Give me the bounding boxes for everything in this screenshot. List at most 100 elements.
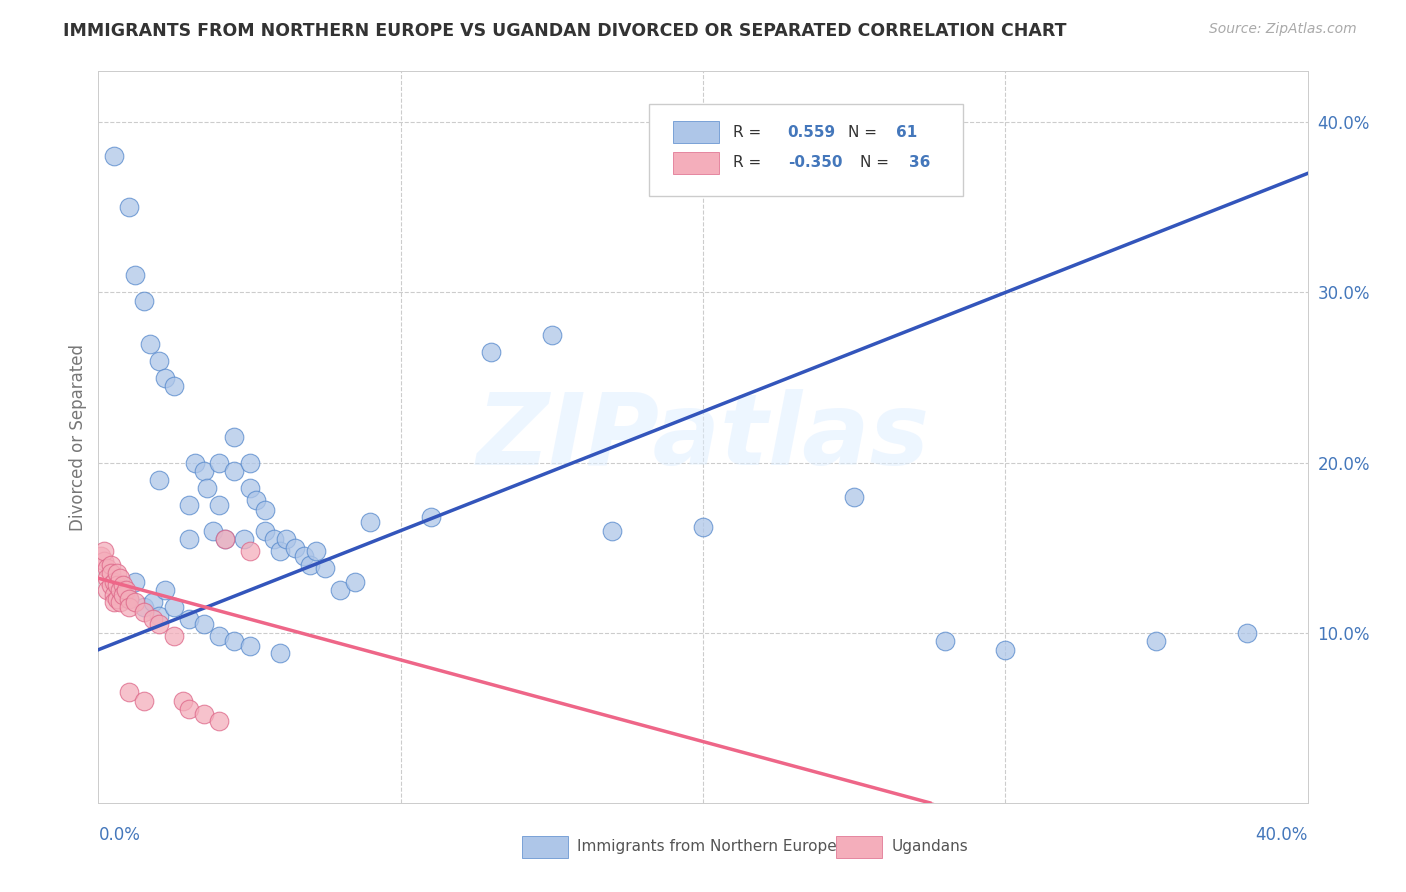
Point	[105, 591, 128, 606]
Point	[142, 595, 165, 609]
Point	[274, 532, 297, 546]
Text: 61: 61	[897, 125, 918, 139]
Point	[263, 532, 285, 546]
Point	[124, 595, 146, 609]
Point	[994, 642, 1017, 657]
Point	[602, 524, 624, 538]
Point	[118, 591, 141, 606]
Point	[153, 583, 176, 598]
Point	[214, 532, 236, 546]
Point	[239, 544, 262, 558]
Text: R =: R =	[734, 125, 766, 139]
Point	[93, 544, 115, 558]
Point	[108, 595, 131, 609]
Point	[142, 612, 165, 626]
Bar	[837, 836, 882, 858]
Point	[118, 591, 141, 606]
Point	[208, 714, 231, 728]
Point	[329, 583, 352, 598]
Point	[481, 345, 503, 359]
Point	[118, 201, 141, 215]
Point	[163, 629, 186, 643]
Point	[1236, 625, 1258, 640]
Point	[132, 605, 155, 619]
Point	[269, 646, 291, 660]
Point	[100, 578, 122, 592]
Point	[148, 353, 170, 368]
Point	[132, 293, 155, 308]
Point	[224, 464, 246, 478]
Point	[239, 640, 262, 654]
Point	[124, 268, 146, 283]
Text: 0.0%: 0.0%	[98, 826, 141, 844]
Text: Ugandans: Ugandans	[891, 839, 969, 855]
Point	[208, 629, 231, 643]
Point	[96, 583, 118, 598]
Point	[148, 608, 170, 623]
Point	[420, 510, 443, 524]
Point	[224, 430, 246, 444]
Point	[108, 583, 131, 598]
Point	[108, 571, 131, 585]
Point	[100, 566, 122, 581]
Point	[132, 694, 155, 708]
Point	[103, 149, 125, 163]
Point	[232, 532, 254, 546]
Point	[96, 571, 118, 585]
Point	[284, 541, 307, 555]
Point	[111, 588, 134, 602]
Point	[163, 379, 186, 393]
Point	[118, 600, 141, 615]
Point	[269, 544, 291, 558]
Point	[103, 588, 125, 602]
Text: R =: R =	[734, 155, 766, 170]
Text: Immigrants from Northern Europe: Immigrants from Northern Europe	[578, 839, 837, 855]
Point	[100, 558, 122, 572]
Point	[179, 612, 201, 626]
Point	[139, 336, 162, 351]
Point	[239, 456, 262, 470]
Point	[195, 481, 218, 495]
Point	[132, 600, 155, 615]
Point	[208, 498, 231, 512]
Point	[148, 617, 170, 632]
Text: N =: N =	[860, 155, 894, 170]
Text: ZIPatlas: ZIPatlas	[477, 389, 929, 485]
Point	[344, 574, 367, 589]
Text: 40.0%: 40.0%	[1256, 826, 1308, 844]
Bar	[673, 121, 718, 143]
Point	[299, 558, 322, 572]
Point	[124, 574, 146, 589]
Point	[305, 544, 328, 558]
Point	[239, 481, 262, 495]
Point	[103, 574, 125, 589]
Point	[172, 694, 194, 708]
Point	[202, 524, 225, 538]
Point	[148, 473, 170, 487]
Point	[96, 561, 118, 575]
Text: 36: 36	[908, 155, 929, 170]
Point	[114, 583, 136, 598]
Point	[105, 578, 128, 592]
Text: 0.559: 0.559	[787, 125, 835, 139]
Point	[253, 524, 276, 538]
Point	[103, 595, 125, 609]
Bar	[522, 836, 568, 858]
Point	[844, 490, 866, 504]
Text: Source: ZipAtlas.com: Source: ZipAtlas.com	[1209, 22, 1357, 37]
Y-axis label: Divorced or Separated: Divorced or Separated	[69, 343, 87, 531]
Point	[184, 456, 207, 470]
Point	[1144, 634, 1167, 648]
Text: -0.350: -0.350	[787, 155, 842, 170]
Point	[153, 370, 176, 384]
Point	[224, 634, 246, 648]
Point	[692, 520, 714, 534]
Bar	[673, 152, 718, 174]
Point	[360, 515, 382, 529]
Point	[292, 549, 315, 563]
Point	[179, 498, 201, 512]
Point	[214, 532, 236, 546]
Point	[105, 566, 128, 581]
Point	[245, 493, 267, 508]
Point	[208, 456, 231, 470]
